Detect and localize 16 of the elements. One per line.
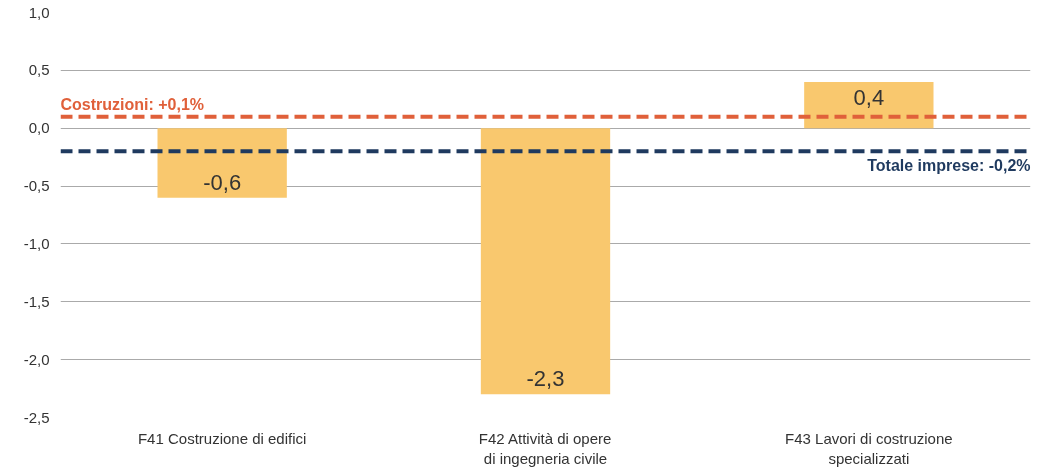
- x-tick-label: F41 Costruzione di edifici: [137, 429, 307, 447]
- y-tick-label: 0,5: [28, 61, 50, 79]
- y-tick-label: 1,0: [28, 3, 50, 21]
- y-tick-label: -2,0: [23, 350, 50, 368]
- y-tick-label: -2,5: [23, 408, 50, 426]
- x-tick-label: F42 Attività di opere di ingegneria civile: [478, 429, 612, 467]
- data-label: -2,3: [526, 366, 565, 392]
- data-label: 0,4: [853, 84, 885, 110]
- y-tick-label: -0,5: [23, 177, 50, 195]
- y-tick-label: 0,0: [28, 119, 50, 137]
- y-tick-label: -1,5: [23, 292, 50, 310]
- ref-line-label: Costruzioni: +0,1%: [60, 95, 205, 113]
- ref-line-label: Totale imprese: -0,2%: [867, 157, 1031, 175]
- y-tick-label: -1,0: [23, 234, 50, 252]
- data-label: -0,6: [203, 169, 242, 195]
- x-tick-label: F43 Lavori di costruzione specializzati: [785, 429, 953, 467]
